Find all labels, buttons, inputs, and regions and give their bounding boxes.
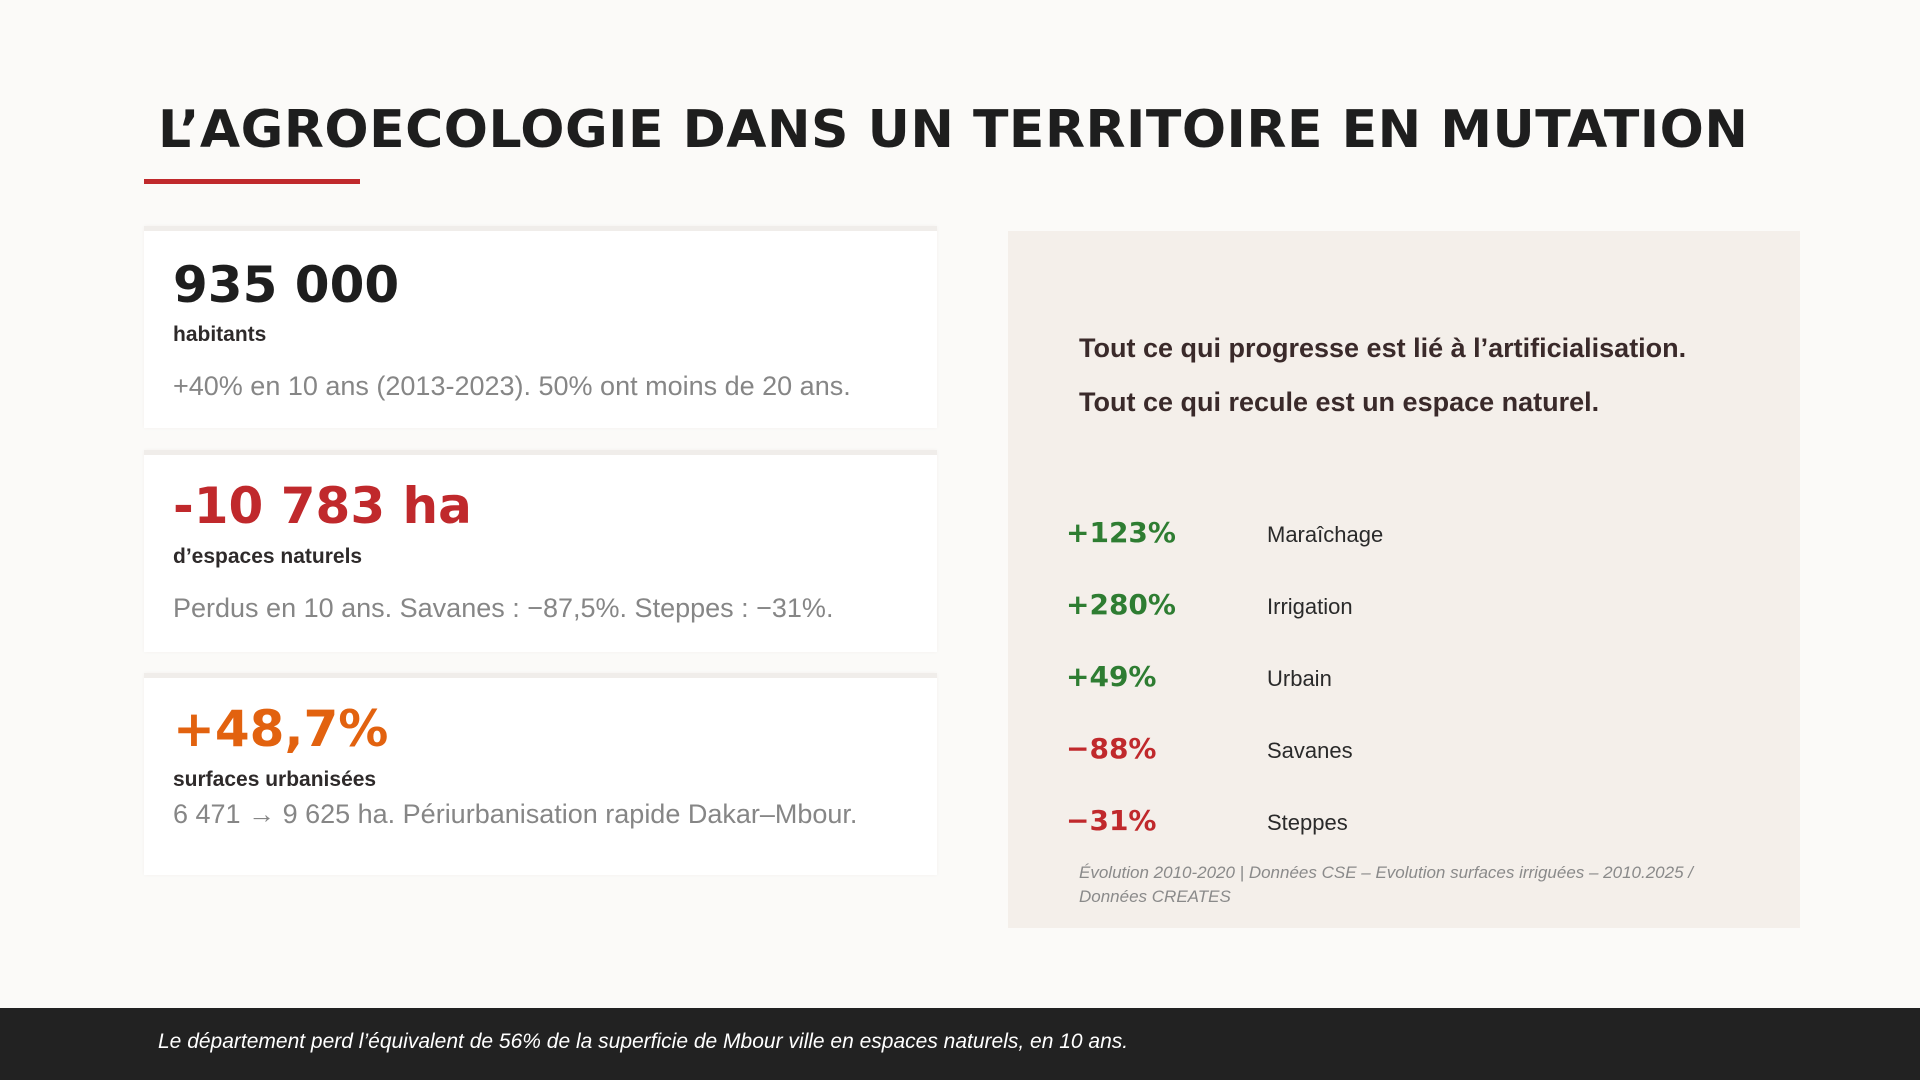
footer-caption: Le département perd l’équivalent de 56% …	[158, 1030, 1129, 1053]
stat-value: 935 000	[173, 256, 400, 314]
stat-label: d’espaces naturels	[173, 545, 363, 568]
title-underline	[144, 179, 360, 184]
evolution-value: +123%	[1066, 516, 1176, 549]
stat-card-natural-spaces: -10 783 ha d’espaces naturels Perdus en …	[144, 450, 937, 652]
evolution-label: Savanes	[1267, 738, 1353, 763]
stat-card-urbanized: +48,7% surfaces urbanisées 6 471 → 9 625…	[144, 673, 937, 875]
evolution-value: −88%	[1066, 732, 1157, 765]
evolution-label: Urbain	[1267, 666, 1332, 691]
panel-headline-progress: Tout ce qui progresse est lié à l’artifi…	[1079, 333, 1687, 363]
evolution-label: Maraîchage	[1267, 522, 1384, 547]
stat-description: +40% en 10 ans (2013-2023). 50% ont moin…	[173, 371, 851, 401]
evolution-value: −31%	[1066, 804, 1157, 837]
evolution-label: Steppes	[1267, 810, 1348, 835]
stat-value: -10 783 ha	[173, 477, 472, 535]
stat-label: surfaces urbanisées	[173, 768, 377, 791]
evolution-panel: Tout ce qui progresse est lié à l’artifi…	[1008, 231, 1800, 928]
footer-bar: Le département perd l’équivalent de 56% …	[0, 1008, 1920, 1080]
evolution-label: Irrigation	[1267, 594, 1353, 619]
stat-label: habitants	[173, 323, 267, 346]
stat-description: Perdus en 10 ans. Savanes : −87,5%. Step…	[173, 593, 834, 623]
stat-card-population: 935 000 habitants +40% en 10 ans (2013-2…	[144, 226, 937, 428]
stat-description: 6 471 → 9 625 ha. Périurbanisation rapid…	[173, 799, 858, 829]
evolution-value: +49%	[1066, 660, 1157, 693]
data-source-note: Évolution 2010-2020 | Données CSE – Evol…	[1079, 863, 1693, 906]
evolution-value: +280%	[1066, 588, 1176, 621]
page-title: L’AGROECOLOGIE DANS UN TERRITOIRE EN MUT…	[158, 100, 1749, 160]
stat-value: +48,7%	[173, 700, 389, 758]
panel-headline-decline: Tout ce qui recule est un espace naturel…	[1079, 387, 1600, 417]
